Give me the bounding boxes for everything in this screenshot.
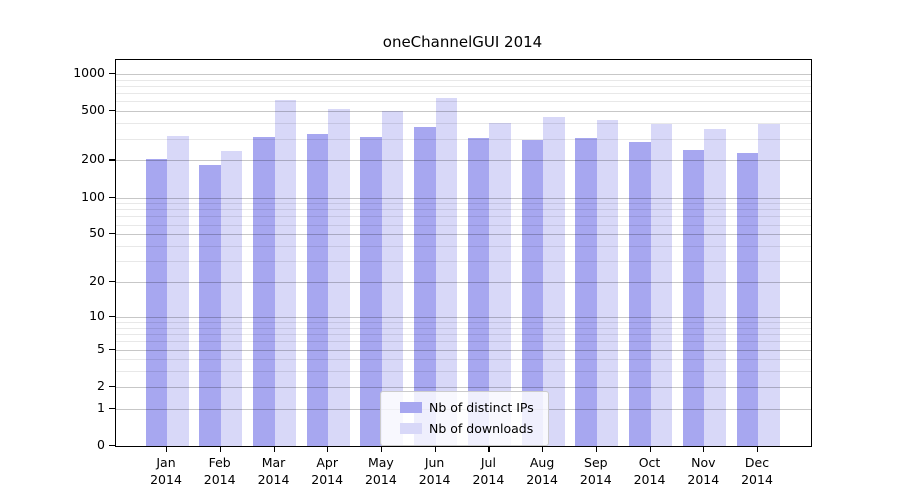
y-tick-mark-2 — [109, 385, 115, 387]
y-tick-label-20: 20 — [89, 273, 105, 288]
bar-distinct-ips-jun — [414, 126, 436, 446]
x-tick-mark-apr — [327, 446, 329, 452]
x-tick-mark-feb — [219, 446, 221, 452]
x-tick-mark-jul — [488, 446, 490, 452]
bar-distinct-ips-feb — [199, 164, 221, 446]
y-tick-mark-5 — [109, 348, 115, 350]
bar-distinct-ips-mar — [253, 136, 275, 446]
y-tick-label-10: 10 — [89, 307, 105, 323]
y-tick-label-5: 5 — [97, 340, 105, 356]
y-tick-mark-10 — [109, 315, 115, 318]
y-tick-mark-100 — [109, 196, 115, 198]
x-tick-mark-dec — [757, 446, 759, 452]
bar-downloads-may — [381, 110, 404, 446]
legend-swatch-distinct-ips — [400, 402, 422, 413]
y-tick-mark-50 — [109, 233, 115, 235]
y-tick-label-100: 100 — [81, 188, 105, 204]
bar-downloads-feb — [220, 150, 243, 446]
bar-downloads-apr — [328, 108, 350, 446]
bar-distinct-ips-jul — [467, 138, 490, 446]
x-tick-label-apr: Apr 2014 — [311, 455, 344, 487]
x-tick-label-feb: Feb 2014 — [203, 455, 236, 487]
x-tick-label-jan: Jan 2014 — [150, 455, 182, 487]
y-tick-label-1: 1 — [97, 399, 105, 415]
x-tick-label-dec: Dec 2014 — [741, 455, 773, 487]
legend-row-downloads: Nb of downloads — [400, 418, 534, 439]
bar-distinct-ips-apr — [306, 133, 329, 446]
x-tick-label-oct: Oct 2014 — [633, 455, 666, 487]
bar-distinct-ips-jan — [145, 158, 167, 446]
bar-downloads-jan — [167, 135, 189, 446]
legend: Nb of distinct IPs Nb of downloads — [380, 391, 549, 446]
y-tick-label-2: 2 — [97, 377, 105, 393]
x-tick-mark-nov — [703, 446, 705, 452]
y-tick-mark-0 — [109, 445, 115, 447]
x-tick-label-jun: Jun 2014 — [418, 455, 451, 487]
chart-title: oneChannelGUI 2014 — [382, 33, 543, 51]
x-tick-mark-may — [380, 446, 383, 452]
bar-downloads-mar — [274, 99, 296, 446]
bar-downloads-nov — [704, 128, 726, 446]
bar-distinct-ips-nov — [682, 149, 705, 446]
bar-distinct-ips-sep — [575, 138, 597, 446]
bar-distinct-ips-aug — [521, 140, 544, 446]
bar-downloads-dec — [758, 124, 780, 446]
y-tick-mark-20 — [109, 281, 115, 283]
x-tick-mark-sep — [595, 446, 597, 452]
bars-layer — [116, 60, 811, 446]
bar-distinct-ips-may — [360, 136, 382, 446]
y-tick-mark-1 — [109, 407, 115, 409]
bar-distinct-ips-dec — [736, 153, 758, 446]
bar-downloads-sep — [596, 120, 619, 446]
x-tick-mark-oct — [649, 446, 651, 452]
x-tick-mark-mar — [273, 446, 275, 452]
bar-distinct-ips-oct — [629, 141, 651, 446]
bar-downloads-jul — [489, 122, 511, 446]
y-tick-mark-500 — [109, 110, 115, 112]
y-tick-mark-1000 — [109, 72, 115, 75]
y-tick-label-0: 0 — [97, 437, 105, 452]
x-tick-mark-jan — [166, 446, 168, 452]
x-tick-label-nov: Nov 2014 — [687, 455, 720, 487]
bar-downloads-oct — [650, 123, 672, 446]
y-tick-mark-200 — [109, 159, 115, 161]
y-tick-label-500: 500 — [81, 102, 105, 118]
x-tick-label-aug: Aug 2014 — [526, 455, 558, 487]
x-tick-label-mar: Mar 2014 — [257, 455, 290, 487]
legend-swatch-downloads — [400, 423, 422, 434]
legend-row-distinct-ips: Nb of distinct IPs — [400, 397, 534, 418]
y-tick-label-200: 200 — [81, 151, 105, 167]
plot-area: Nb of distinct IPs Nb of downloads — [115, 59, 812, 447]
bar-downloads-jun — [435, 98, 458, 446]
bar-downloads-aug — [543, 116, 565, 446]
y-tick-label-50: 50 — [89, 225, 105, 241]
y-tick-label-1000: 1000 — [73, 64, 105, 80]
legend-label-downloads: Nb of downloads — [429, 421, 534, 436]
x-tick-mark-aug — [542, 446, 544, 452]
x-tick-mark-jun — [434, 446, 436, 452]
x-tick-label-jul: Jul 2014 — [472, 455, 505, 487]
x-tick-label-may: May 2014 — [364, 455, 397, 487]
legend-label-distinct-ips: Nb of distinct IPs — [429, 400, 534, 415]
x-tick-label-sep: Sep 2014 — [579, 455, 612, 487]
